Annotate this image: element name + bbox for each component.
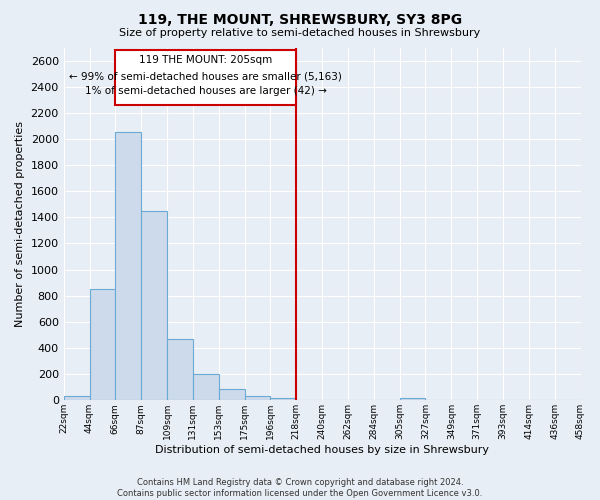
Bar	[89, 289, 115, 401]
Bar	[400, 398, 425, 400]
Bar	[245, 396, 271, 400]
X-axis label: Distribution of semi-detached houses by size in Shrewsbury: Distribution of semi-detached houses by …	[155, 445, 489, 455]
Bar	[64, 396, 89, 400]
Text: Contains HM Land Registry data © Crown copyright and database right 2024.
Contai: Contains HM Land Registry data © Crown c…	[118, 478, 482, 498]
Y-axis label: Number of semi-detached properties: Number of semi-detached properties	[15, 121, 25, 327]
FancyBboxPatch shape	[115, 50, 296, 105]
Bar	[193, 374, 219, 400]
Bar	[167, 339, 193, 400]
Text: ← 99% of semi-detached houses are smaller (5,163): ← 99% of semi-detached houses are smalle…	[70, 71, 342, 81]
Text: 1% of semi-detached houses are larger (42) →: 1% of semi-detached houses are larger (4…	[85, 86, 327, 97]
Bar	[115, 132, 141, 400]
Text: 119, THE MOUNT, SHREWSBURY, SY3 8PG: 119, THE MOUNT, SHREWSBURY, SY3 8PG	[138, 12, 462, 26]
Bar	[271, 398, 296, 400]
Text: Size of property relative to semi-detached houses in Shrewsbury: Size of property relative to semi-detach…	[119, 28, 481, 38]
Bar	[219, 388, 245, 400]
Text: 119 THE MOUNT: 205sqm: 119 THE MOUNT: 205sqm	[139, 54, 272, 64]
Bar	[141, 211, 167, 400]
